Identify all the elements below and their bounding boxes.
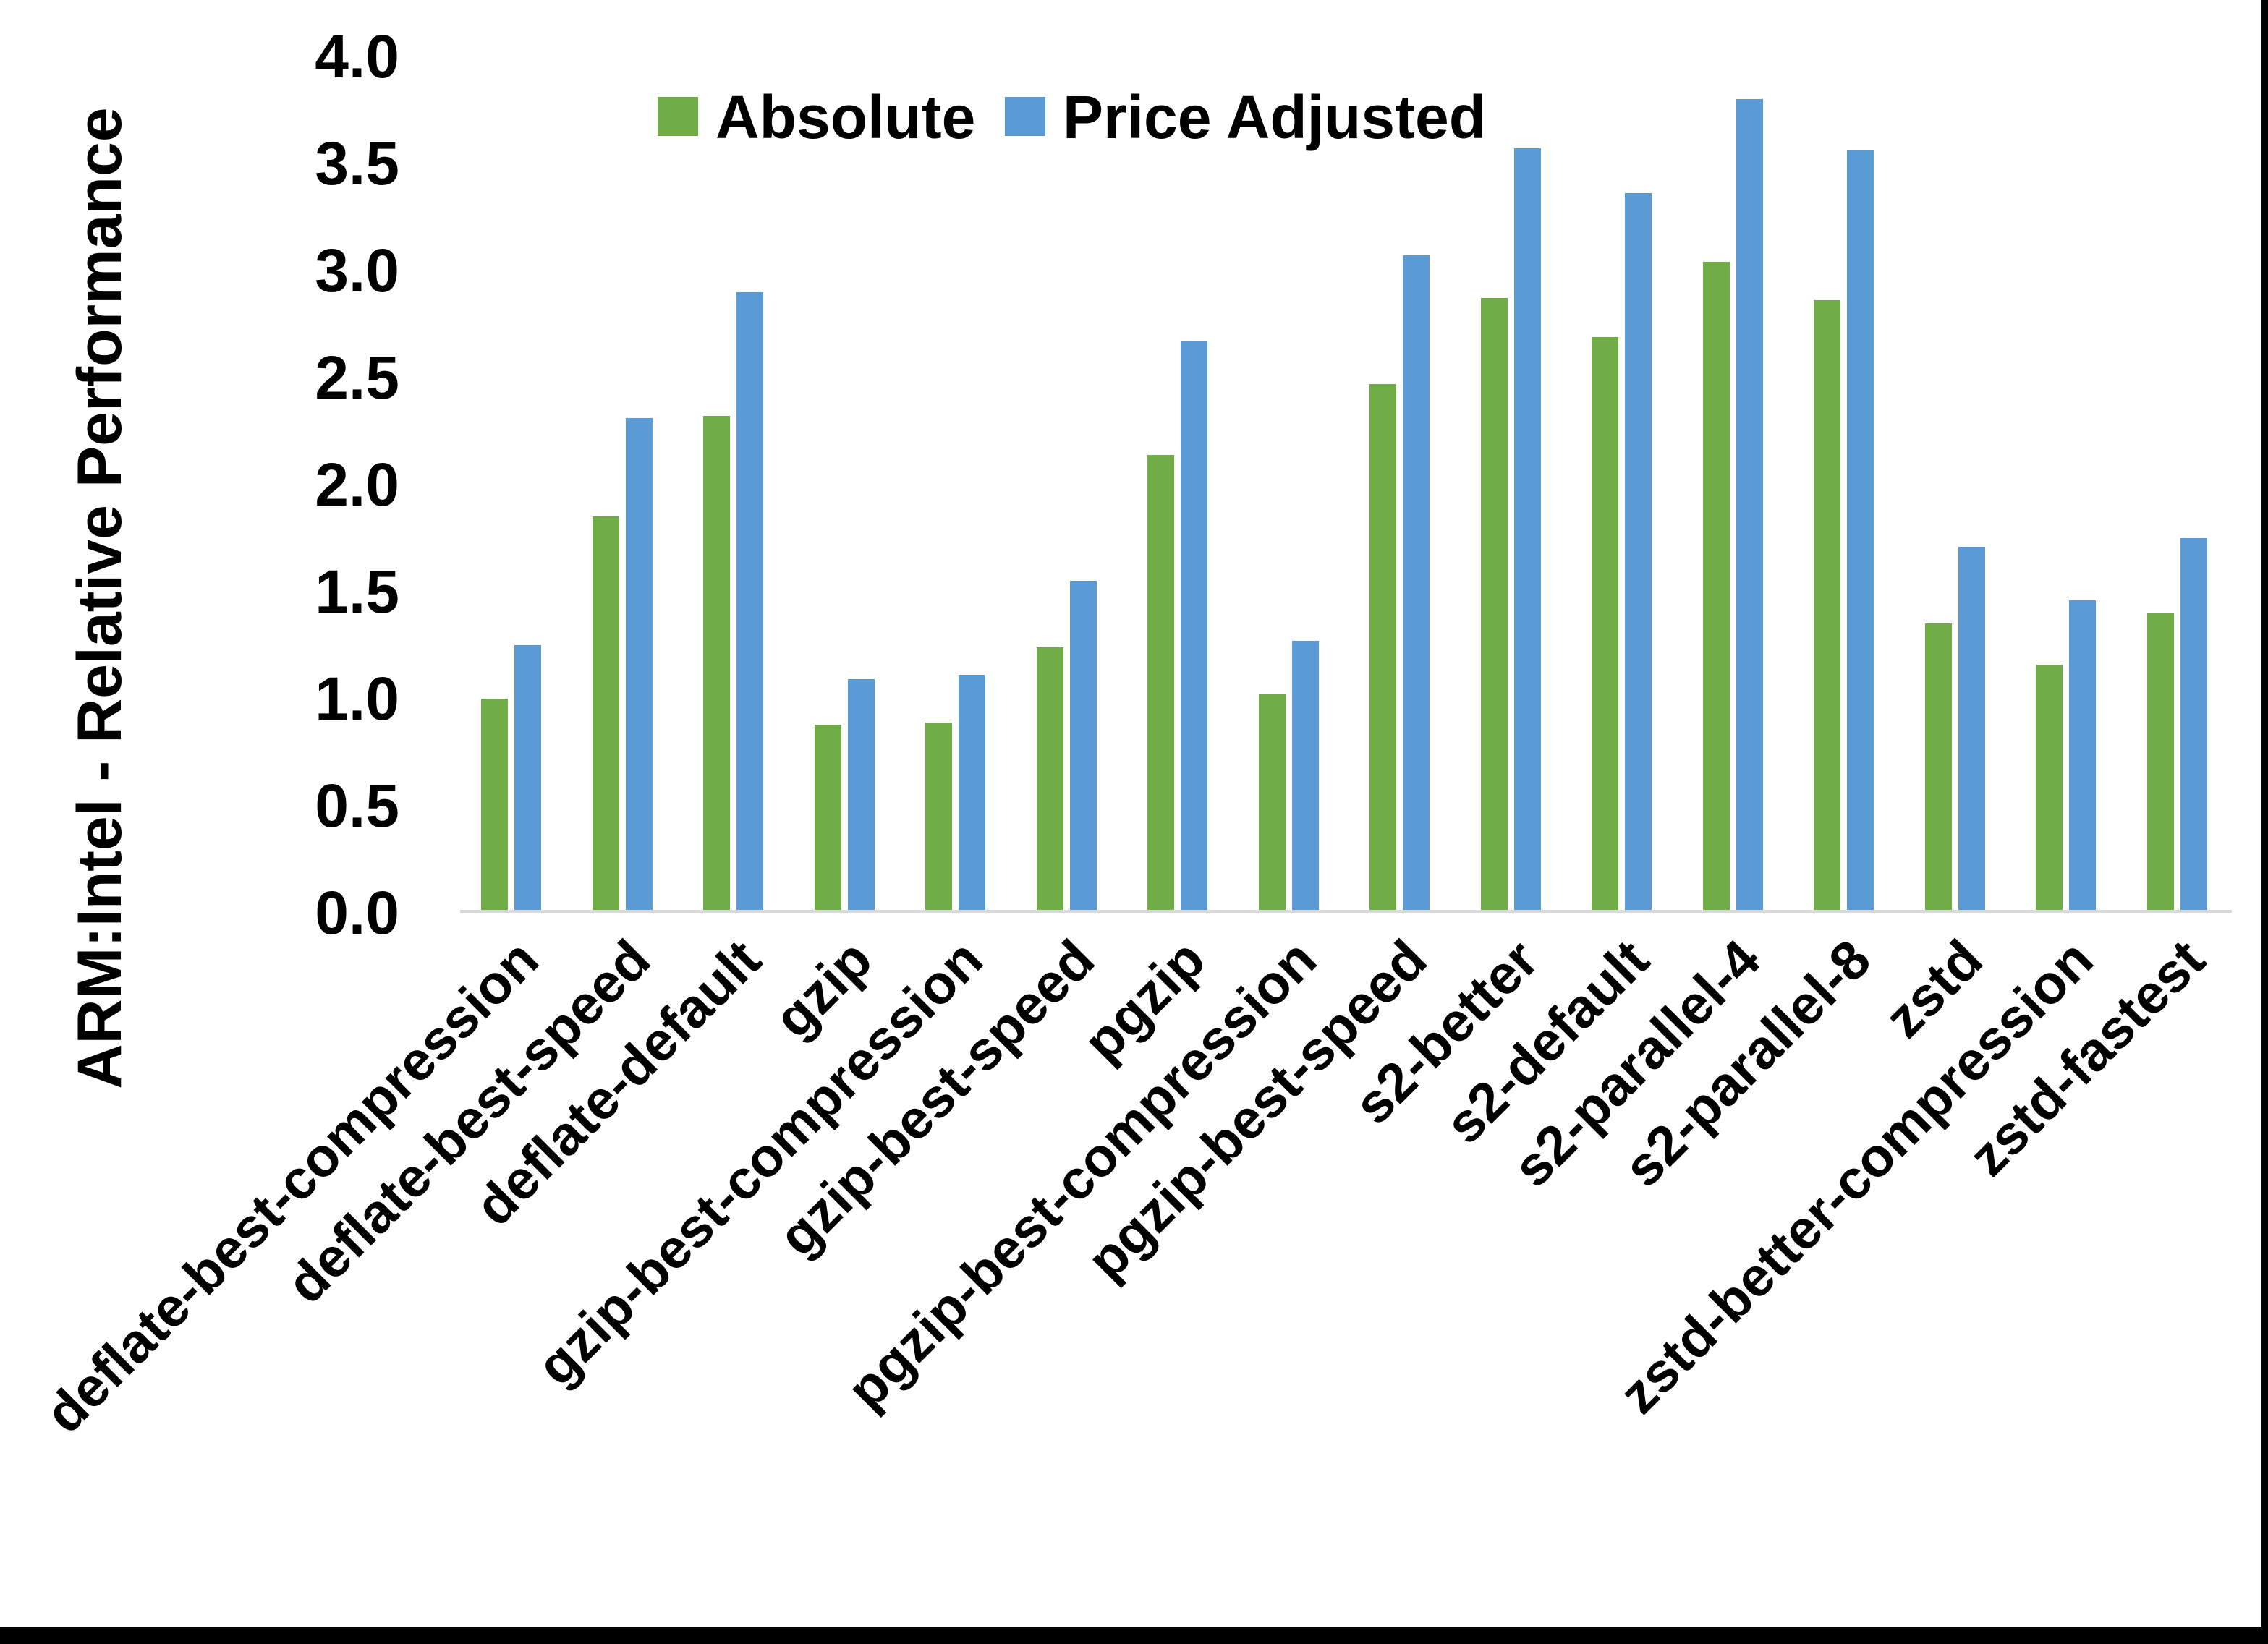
bar-gzip-best-compression-absolute (925, 723, 952, 913)
y-tick-label: 2.5 (315, 344, 399, 412)
bar-s2-better-absolute (1481, 298, 1508, 913)
bar-gzip-best-speed-absolute (1037, 647, 1063, 913)
bar-deflate-default-price-adjusted (736, 292, 763, 913)
bar-pgzip-best-speed-price-adjusted (1403, 255, 1430, 913)
bar-deflate-best-compression-price-adjusted (514, 645, 541, 913)
bar-pgzip-price-adjusted (1181, 341, 1207, 913)
bar-zstd-fastest-price-adjusted (2180, 538, 2207, 913)
bar-pgzip-best-compression-price-adjusted (1292, 641, 1319, 913)
bar-s2-parallel-4-price-adjusted (1736, 99, 1763, 913)
bar-pgzip-absolute (1147, 455, 1174, 913)
bar-zstd-absolute (1925, 623, 1952, 913)
bar-s2-parallel-8-price-adjusted (1847, 150, 1874, 913)
bar-gzip-absolute (815, 725, 841, 913)
bar-pgzip-best-compression-absolute (1259, 694, 1286, 913)
y-tick-label: 0.5 (315, 772, 399, 840)
bar-zstd-better-compression-price-adjusted (2069, 600, 2096, 913)
bar-deflate-default-absolute (703, 416, 730, 913)
bar-gzip-price-adjusted (848, 679, 875, 913)
bar-s2-parallel-8-absolute (1814, 300, 1840, 913)
legend-swatch-absolute (658, 97, 698, 136)
bar-s2-parallel-4-absolute (1703, 262, 1730, 913)
x-axis-line (460, 910, 2232, 913)
legend-label-price-adjusted: Price Adjusted (1063, 83, 1487, 151)
page-border-bottom (0, 1627, 2268, 1644)
y-tick-label: 3.5 (315, 129, 399, 197)
y-tick-label: 4.0 (315, 22, 399, 90)
bar-zstd-price-adjusted (1958, 547, 1985, 913)
y-tick-label: 3.0 (315, 237, 399, 304)
bar-s2-default-absolute (1592, 337, 1618, 913)
legend-swatch-price-adjusted (1005, 97, 1045, 136)
y-tick-label: 1.5 (315, 558, 399, 626)
page-border-right (2261, 0, 2268, 1644)
bar-s2-default-price-adjusted (1625, 193, 1652, 913)
legend-label-absolute: Absolute (715, 83, 976, 151)
y-tick-label: 0.0 (315, 879, 399, 947)
bar-pgzip-best-speed-absolute (1369, 384, 1396, 913)
bar-zstd-fastest-absolute (2147, 613, 2174, 913)
bar-deflate-best-compression-absolute (481, 699, 508, 913)
y-tick-label: 2.0 (315, 451, 399, 519)
bar-deflate-best-speed-absolute (593, 516, 619, 913)
bar-s2-better-price-adjusted (1514, 148, 1541, 913)
bar-gzip-best-speed-price-adjusted (1070, 581, 1097, 913)
bar-deflate-best-speed-price-adjusted (626, 418, 653, 913)
bar-zstd-better-compression-absolute (2036, 665, 2063, 913)
y-tick-label: 1.0 (315, 665, 399, 733)
bar-gzip-best-compression-price-adjusted (959, 675, 985, 913)
